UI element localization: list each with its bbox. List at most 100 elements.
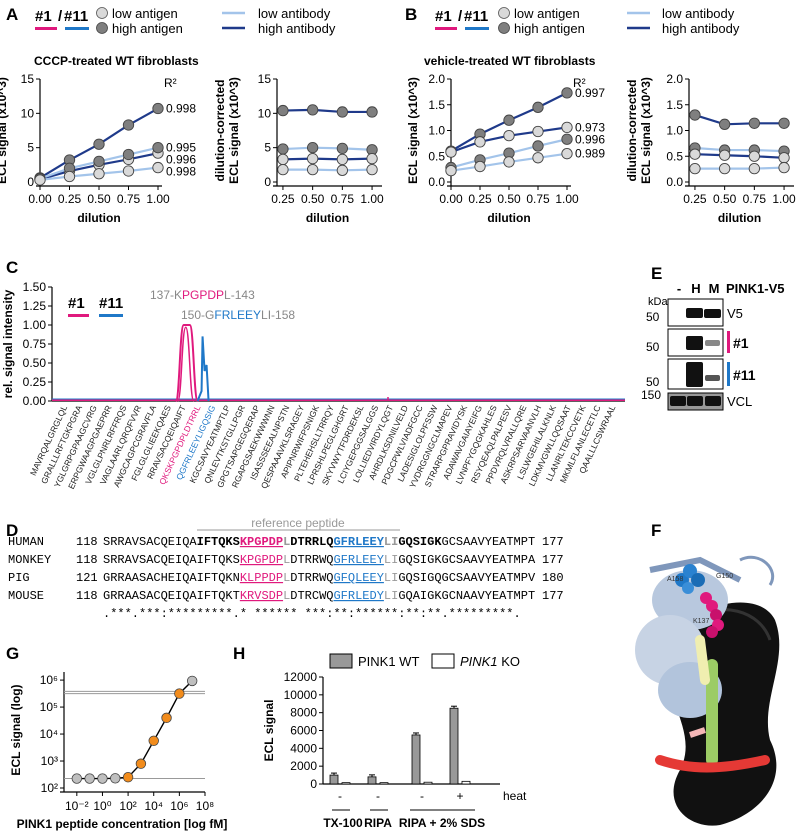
y-axis-label: ECL signal (x10^3) xyxy=(0,77,9,184)
chart-h-lysis-buffers: 0 2000 4000 6000 8000 10000 12000 ECL signal PIN… xyxy=(262,653,527,830)
seq-part-1: GRRAASACQEIQA xyxy=(103,589,197,603)
data-point xyxy=(186,675,198,687)
y-tick-label: 8000 xyxy=(290,706,317,720)
y-tick-label: 0 xyxy=(264,175,271,189)
legend-a-low-antigen-marker xyxy=(96,7,108,19)
y-tick-label: 12000 xyxy=(284,670,318,684)
y-tick-label: 10⁵ xyxy=(40,700,58,714)
seq-part-7: LI xyxy=(384,553,398,567)
clone1-bar xyxy=(727,331,730,353)
y-tick-label: 0 xyxy=(27,175,34,189)
panel-letter-c: C xyxy=(6,258,18,277)
data-point xyxy=(689,148,701,160)
data-point xyxy=(778,161,790,174)
seq-part-5: DTRCWQ xyxy=(290,589,333,603)
seq-end: 180 xyxy=(542,571,564,585)
y-tick-label: 5 xyxy=(27,141,34,155)
seq-epitope-clone11: GFRLEEY xyxy=(333,535,384,549)
peak-clone1 xyxy=(174,324,199,402)
legend-b-high-antigen-marker xyxy=(498,22,510,34)
y-tick-label: 0.5 xyxy=(666,149,683,163)
panel-letter-a: A xyxy=(6,5,18,24)
heat-value: - xyxy=(376,789,380,803)
y-axis-label: dilution-correctedECL signal (x10^3) xyxy=(625,77,653,184)
data-point xyxy=(336,153,349,165)
data-point xyxy=(277,153,289,165)
chart-title: vehicle-treated WT fibroblasts xyxy=(424,54,596,68)
legend-a: #1 / #11 low antigen high antigen low an… xyxy=(35,6,336,36)
seq-part-9: GCSAAVYEATMPV xyxy=(442,571,536,585)
data-point xyxy=(152,161,164,174)
data-point xyxy=(532,140,544,152)
data-point xyxy=(748,162,761,175)
data-point xyxy=(93,138,105,150)
y-tick-label: 2.0 xyxy=(428,72,445,86)
data-point xyxy=(71,773,83,784)
species-name: MONKEY xyxy=(8,553,51,567)
y-tick-label: 10³ xyxy=(41,754,58,768)
peak-clone11 xyxy=(196,336,210,402)
legend-a-clone1-swatch xyxy=(35,27,57,30)
group-label: TX-100 xyxy=(323,816,363,830)
x-tick-label: 10⁶ xyxy=(170,799,188,813)
data-point xyxy=(474,160,486,173)
row-label-clone1: #1 xyxy=(733,335,749,351)
y-tick-label: 6000 xyxy=(290,724,317,738)
x-axis-label: dilution xyxy=(306,211,349,225)
legend-a-clone11-swatch xyxy=(65,27,89,30)
data-point xyxy=(561,121,573,134)
chart-g-peptide-titration: 10² 10³ 10⁴ 10⁵ 10⁶ 10⁻² 10⁰ 10² 10⁴ 10⁶ 10⁸ PINK1 … xyxy=(9,672,227,831)
chart-b-dilution-corrected: 0.0 0.5 1.0 1.5 2.0 0.25 0.50 0.75 1.00 dilution d… xyxy=(625,72,796,225)
seq-end: 177 xyxy=(542,535,564,549)
data-point xyxy=(689,109,701,121)
data-point xyxy=(148,735,159,746)
x-axis-label: dilution xyxy=(718,211,761,225)
y-tick-label: 10000 xyxy=(284,688,318,702)
data-point xyxy=(561,87,573,99)
y-tick-label: 0.50 xyxy=(23,356,47,370)
seq-part-8: GQAIGK xyxy=(398,589,442,603)
series-line xyxy=(694,166,785,170)
panel-letter-b: B xyxy=(405,5,417,24)
species-name: HUMAN xyxy=(8,535,44,549)
y-tick-label: 0.00 xyxy=(23,394,47,408)
legend-b-clone11-swatch xyxy=(465,27,489,30)
data-point xyxy=(306,142,319,154)
x-tick-label: 10⁴ xyxy=(144,799,163,813)
band-vcl-neg xyxy=(670,396,686,406)
seq-part-5: DTRRWQ xyxy=(290,571,333,585)
marker-vcl: 150 xyxy=(641,388,661,402)
data-point xyxy=(277,163,289,176)
legend-clone1-label: #1 xyxy=(68,295,85,312)
data-point xyxy=(532,152,544,164)
row-label-vcl: VCL xyxy=(727,394,752,409)
seq-part-4: L xyxy=(283,589,290,603)
seq-part-8: GQSIGK xyxy=(398,535,442,549)
seq-part-9: GCSAAVYEATMPA xyxy=(442,553,536,567)
x-tick-label: 0.25 xyxy=(683,192,707,206)
seq-epitope-clone11: GFRLEDY xyxy=(333,589,383,603)
helix-colored xyxy=(655,635,770,773)
data-point xyxy=(135,758,147,769)
x-tick-label: 0.25 xyxy=(58,192,82,206)
band-clone11-m xyxy=(705,375,720,381)
lane-label-neg: - xyxy=(677,281,681,296)
legend-ko-gene: PINK1 xyxy=(460,654,498,669)
data-point xyxy=(366,163,378,176)
r2-value: 0.996 xyxy=(166,153,196,167)
seq-part-7: LI xyxy=(384,571,398,585)
y-tick-label: 2.0 xyxy=(666,72,683,86)
data-point xyxy=(445,146,457,158)
bar-wt xyxy=(367,776,377,785)
data-point xyxy=(778,117,790,129)
legend-wt-swatch xyxy=(329,653,353,669)
series-line xyxy=(282,146,373,151)
legend-b: #1 / #11 low antigen high antigen low an… xyxy=(435,6,740,36)
data-point xyxy=(748,117,761,129)
marker-v5: 50 xyxy=(646,310,660,324)
seq-part-4: L xyxy=(283,553,290,567)
seq-part-7: LI xyxy=(384,535,398,549)
seq-start: 121 xyxy=(76,571,98,585)
bar-wt xyxy=(411,734,421,785)
legend-a-clone11: #11 xyxy=(64,8,88,25)
